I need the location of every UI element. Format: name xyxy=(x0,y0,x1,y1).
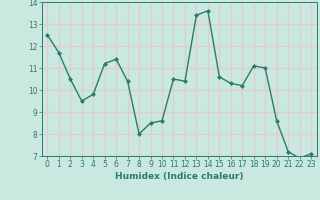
X-axis label: Humidex (Indice chaleur): Humidex (Indice chaleur) xyxy=(115,172,244,181)
